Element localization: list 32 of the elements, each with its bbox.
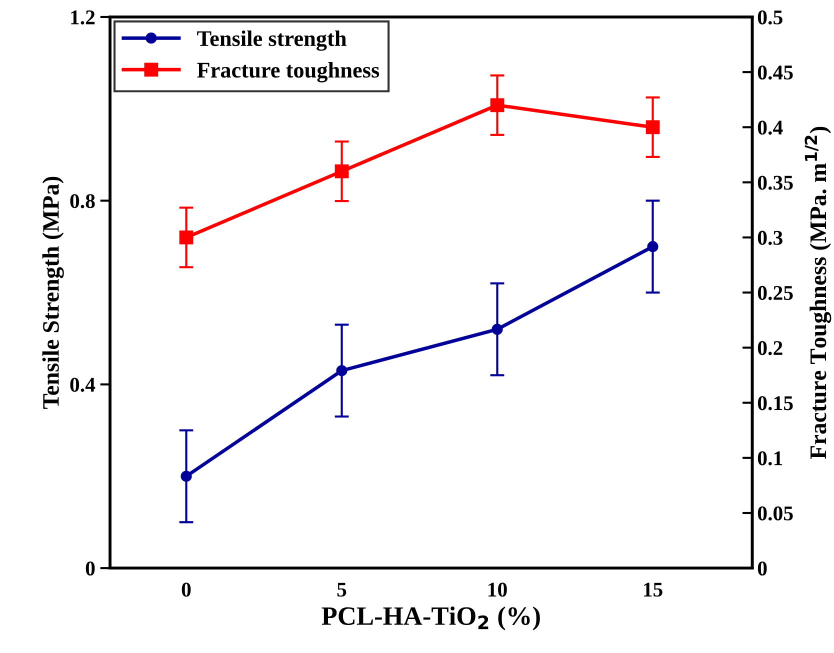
y2-tick-label: 0.2 [758, 341, 782, 356]
y2-tick-label: 0.05 [758, 506, 793, 521]
point [180, 470, 192, 482]
point [179, 230, 194, 244]
legend-label: Tensile strength [197, 30, 346, 51]
x-tick-label: 10 [488, 582, 507, 597]
y-axis-title: Tensile Strength (MPa) [42, 176, 64, 409]
point [646, 120, 660, 134]
x-axis-title: PCL-HA-TiO$_{2}$ (%) [322, 606, 540, 630]
y-tick-label: 0.8 [70, 194, 95, 208]
y-tick-label: 0 [86, 561, 95, 576]
point [647, 241, 658, 252]
y2-tick-label: 0.1 [758, 451, 782, 466]
x-tick-label: 15 [644, 582, 662, 597]
point [492, 324, 503, 335]
y2-tick-label: 0 [758, 561, 767, 576]
y-tick-label: 1.2 [71, 10, 95, 24]
y2-tick-label: 0.35 [758, 176, 793, 190]
point [490, 98, 504, 112]
y2-tick-label: 0.5 [758, 10, 782, 24]
point [336, 365, 348, 376]
y2-tick-label: 0.25 [758, 286, 793, 300]
x-tick-label: 5 [337, 582, 346, 597]
y-tick-label: 0.4 [70, 378, 96, 392]
legend-label: Fracture toughness [197, 62, 380, 82]
y2-tick-label: 0.3 [758, 230, 782, 245]
y2-tick-label: 0.4 [758, 120, 783, 135]
y2-tick-label: 0.45 [758, 65, 793, 80]
y2-tick-label: 0.15 [758, 396, 793, 410]
x-tick-label: 0 [182, 582, 191, 597]
y2-axis-title: Fracture Toughness (MPa. m$^{1/2}$) [804, 126, 832, 459]
point [334, 164, 349, 178]
